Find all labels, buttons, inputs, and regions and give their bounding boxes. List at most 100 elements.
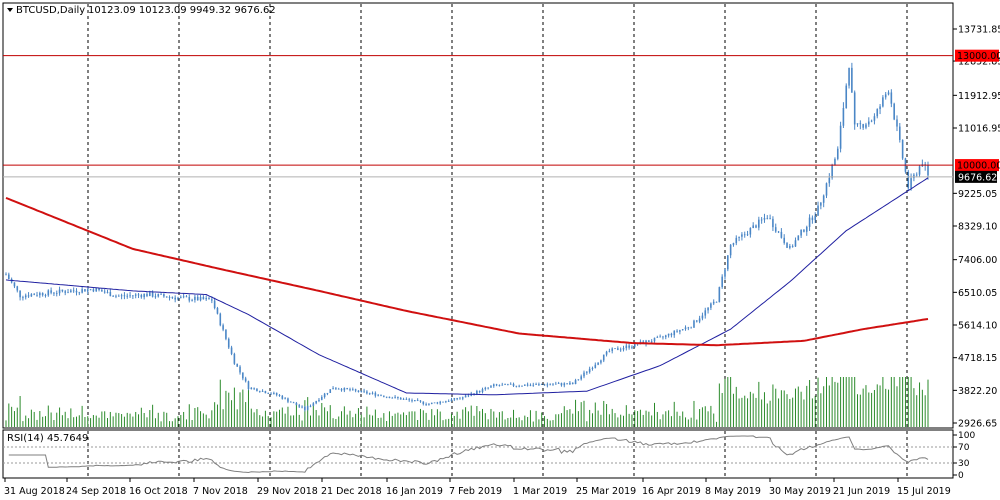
candle[interactable]: [402, 397, 405, 400]
candle[interactable]: [580, 374, 582, 381]
candle[interactable]: [865, 122, 867, 130]
candle[interactable]: [301, 405, 303, 409]
price-axis[interactable]: 13731.85 12852.85 11912.95 11016.95 9225.05 8…: [953, 25, 1000, 430]
candle[interactable]: [137, 292, 140, 299]
candle[interactable]: [656, 335, 659, 338]
candle[interactable]: [408, 397, 410, 402]
candle[interactable]: [910, 173, 912, 191]
candle[interactable]: [718, 286, 721, 303]
candle[interactable]: [436, 401, 439, 405]
candle[interactable]: [157, 293, 160, 298]
candle[interactable]: [219, 312, 222, 327]
candle[interactable]: [115, 294, 117, 299]
candle[interactable]: [687, 326, 690, 331]
candle[interactable]: [628, 343, 630, 350]
candle[interactable]: [811, 215, 814, 224]
candle[interactable]: [543, 383, 546, 386]
candle[interactable]: [774, 223, 777, 233]
candle[interactable]: [653, 337, 656, 343]
candle[interactable]: [230, 345, 233, 356]
candle[interactable]: [188, 294, 191, 303]
candle[interactable]: [659, 334, 661, 338]
date-axis[interactable]: 31 Aug 2018 24 Sep 2018 16 Oct 2018 7 Nov 2…: [4, 478, 951, 497]
candle[interactable]: [884, 91, 887, 100]
candle[interactable]: [216, 306, 219, 315]
candle[interactable]: [134, 293, 137, 299]
candle[interactable]: [143, 293, 145, 300]
candle[interactable]: [202, 295, 205, 300]
candle[interactable]: [571, 382, 574, 385]
candle[interactable]: [791, 244, 794, 248]
candle[interactable]: [58, 286, 61, 296]
candle[interactable]: [117, 294, 120, 297]
candle[interactable]: [55, 290, 58, 297]
candle[interactable]: [174, 295, 176, 303]
candle[interactable]: [735, 235, 738, 246]
candle[interactable]: [724, 268, 726, 280]
candle[interactable]: [281, 394, 284, 400]
candle[interactable]: [851, 62, 853, 93]
candle[interactable]: [845, 83, 848, 109]
candlesticks[interactable]: [5, 62, 929, 412]
candle[interactable]: [828, 173, 831, 187]
candle[interactable]: [797, 235, 800, 241]
candle[interactable]: [89, 289, 92, 291]
candle[interactable]: [36, 291, 38, 297]
candle[interactable]: [329, 389, 332, 394]
candle[interactable]: [518, 384, 520, 388]
candle[interactable]: [839, 121, 842, 153]
candle[interactable]: [270, 392, 272, 395]
candle[interactable]: [721, 274, 723, 289]
candle[interactable]: [24, 293, 27, 300]
candle[interactable]: [225, 329, 227, 341]
candle[interactable]: [363, 388, 365, 394]
candle[interactable]: [50, 287, 52, 295]
candle[interactable]: [112, 295, 114, 297]
candle[interactable]: [391, 396, 394, 399]
candle[interactable]: [856, 123, 859, 127]
candle[interactable]: [357, 390, 360, 393]
candle[interactable]: [177, 296, 179, 301]
candle[interactable]: [679, 329, 681, 335]
candle[interactable]: [507, 383, 509, 386]
candle[interactable]: [275, 392, 278, 397]
candle[interactable]: [741, 232, 743, 241]
candle[interactable]: [814, 212, 817, 224]
candle[interactable]: [755, 224, 757, 229]
candle[interactable]: [752, 222, 754, 229]
candle[interactable]: [428, 403, 430, 406]
candle[interactable]: [360, 390, 363, 393]
candle[interactable]: [867, 117, 870, 127]
candle[interactable]: [707, 307, 709, 314]
candle[interactable]: [106, 289, 109, 294]
candle[interactable]: [614, 348, 616, 350]
candle[interactable]: [39, 291, 41, 298]
candle[interactable]: [273, 391, 275, 395]
candle[interactable]: [98, 288, 100, 292]
candle[interactable]: [236, 363, 239, 367]
candle[interactable]: [47, 289, 50, 297]
candle[interactable]: [794, 237, 797, 247]
candle[interactable]: [783, 234, 786, 245]
candle[interactable]: [670, 332, 673, 338]
candle[interactable]: [588, 366, 591, 374]
candle[interactable]: [698, 315, 701, 324]
candle[interactable]: [526, 382, 529, 387]
candle[interactable]: [199, 295, 202, 302]
candle[interactable]: [120, 293, 123, 300]
candle[interactable]: [304, 406, 306, 412]
candle[interactable]: [710, 302, 712, 311]
candle[interactable]: [450, 397, 453, 402]
candle[interactable]: [890, 89, 893, 108]
candle[interactable]: [760, 217, 763, 224]
candle[interactable]: [185, 295, 188, 298]
candle[interactable]: [337, 387, 340, 390]
candle[interactable]: [766, 215, 769, 220]
candle[interactable]: [92, 288, 95, 293]
candle[interactable]: [95, 287, 98, 292]
candle[interactable]: [879, 104, 881, 115]
candle[interactable]: [569, 381, 571, 386]
candle[interactable]: [461, 396, 464, 401]
candle[interactable]: [326, 392, 329, 396]
candle[interactable]: [318, 398, 320, 403]
